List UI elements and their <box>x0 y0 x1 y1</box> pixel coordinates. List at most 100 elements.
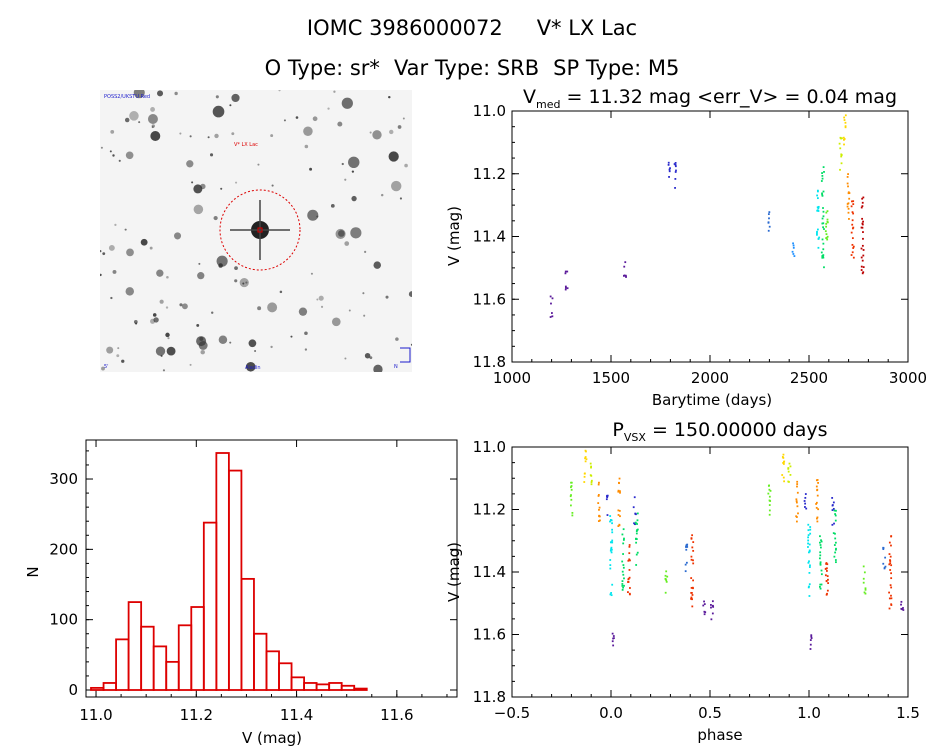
star <box>388 95 391 99</box>
data-point <box>619 490 621 493</box>
data-point <box>862 231 864 233</box>
data-point <box>823 228 825 230</box>
data-point <box>617 509 620 512</box>
data-point <box>804 506 806 508</box>
star <box>162 369 166 372</box>
star <box>116 354 120 358</box>
data-point <box>665 579 668 582</box>
star <box>231 93 240 103</box>
data-point <box>633 496 636 499</box>
data-point <box>860 269 863 271</box>
star <box>298 307 308 316</box>
data-series <box>673 162 677 189</box>
light-curve-title: Vmed = 11.32 mag <err_V> = 0.04 mag <box>523 86 897 111</box>
data-point <box>635 541 638 544</box>
data-point <box>807 586 810 589</box>
data-point <box>710 604 712 606</box>
star <box>270 345 273 349</box>
data-point <box>712 605 715 608</box>
data-point <box>692 562 695 565</box>
data-point <box>822 166 825 169</box>
data-point <box>569 495 572 498</box>
data-point <box>691 586 694 589</box>
data-series <box>850 200 855 259</box>
star <box>211 311 214 314</box>
x-tick-label: 0.5 <box>698 704 722 722</box>
data-point <box>890 572 892 575</box>
data-point <box>852 203 855 206</box>
data-point <box>583 472 586 475</box>
data-point <box>819 583 822 586</box>
data-point <box>808 549 811 552</box>
star <box>344 241 350 246</box>
data-point <box>551 312 553 314</box>
star <box>304 144 309 149</box>
data-point <box>621 580 624 583</box>
data-point <box>889 562 892 565</box>
star <box>337 121 343 127</box>
data-point <box>675 169 677 172</box>
data-point <box>860 226 863 229</box>
data-series <box>781 453 786 483</box>
data-point <box>822 207 824 209</box>
data-point <box>862 266 865 269</box>
star <box>155 346 166 356</box>
data-point <box>612 635 615 637</box>
star-name: V* LX Lac <box>536 16 638 40</box>
data-series <box>569 481 574 517</box>
star <box>196 323 200 327</box>
data-point <box>863 571 866 574</box>
star <box>254 349 257 352</box>
data-point <box>795 520 798 523</box>
data-point <box>832 507 835 510</box>
data-point <box>571 514 574 517</box>
star <box>150 131 161 141</box>
data-point <box>862 577 865 580</box>
data-point <box>590 483 593 486</box>
data-point <box>669 167 671 170</box>
data-point <box>690 577 693 579</box>
star <box>151 126 154 129</box>
data-point <box>571 511 574 514</box>
data-point <box>767 229 770 232</box>
data-point <box>821 193 824 196</box>
data-point <box>889 555 892 558</box>
data-series <box>589 462 593 486</box>
data-point <box>860 265 863 268</box>
data-point <box>817 246 820 249</box>
star <box>344 357 347 360</box>
data-point <box>691 594 694 596</box>
data-point <box>808 571 811 574</box>
x-tick-label: 2000 <box>691 369 729 387</box>
data-point <box>840 154 843 157</box>
star <box>179 132 182 135</box>
data-point <box>703 600 705 603</box>
data-point <box>819 535 821 538</box>
data-point <box>816 516 819 519</box>
data-point <box>783 460 786 463</box>
star <box>191 181 194 184</box>
data-point <box>819 585 821 588</box>
data-point <box>846 205 849 208</box>
data-point <box>692 549 695 552</box>
data-point <box>625 276 627 278</box>
data-point <box>860 256 863 259</box>
data-point <box>851 200 853 203</box>
star <box>106 346 114 354</box>
data-point <box>783 480 785 483</box>
star <box>100 249 102 253</box>
data-point <box>840 137 843 140</box>
data-point <box>624 274 627 277</box>
y-axis-label: V (mag) <box>445 206 463 266</box>
data-point <box>839 147 842 150</box>
data-point <box>551 297 554 300</box>
star <box>193 184 203 194</box>
data-point <box>852 212 855 215</box>
data-point <box>826 563 829 566</box>
star <box>248 339 257 348</box>
data-point <box>808 583 811 586</box>
star <box>290 335 293 338</box>
x-tick-label: 1.0 <box>797 704 821 722</box>
data-point <box>818 557 821 560</box>
data-point <box>685 544 688 547</box>
